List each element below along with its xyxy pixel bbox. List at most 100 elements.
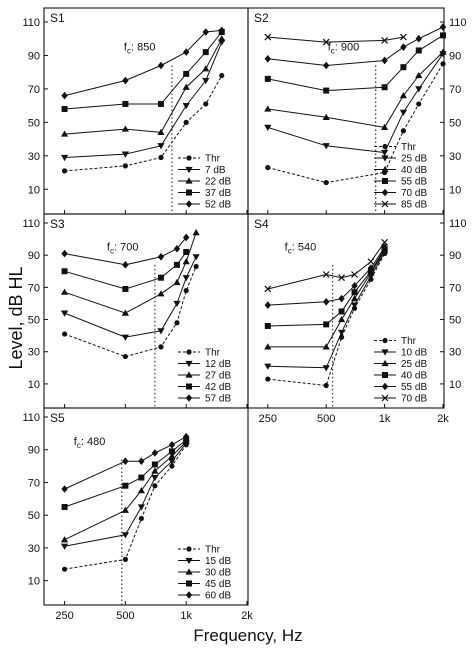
data-point <box>168 441 176 449</box>
data-point <box>323 179 329 186</box>
series-line <box>267 248 386 327</box>
data-point <box>151 474 159 482</box>
data-point <box>400 43 407 51</box>
data-point <box>193 263 199 270</box>
data-point <box>158 344 164 350</box>
data-point <box>182 258 190 265</box>
data-point <box>415 47 422 54</box>
series-line <box>64 256 197 338</box>
data-point <box>138 515 144 522</box>
legend-marker <box>381 382 389 391</box>
data-point <box>182 233 190 242</box>
y-tick-label: 110 <box>22 218 40 230</box>
legend-label: 60 dB <box>205 591 231 602</box>
series-line <box>64 75 223 172</box>
data-point <box>121 125 129 132</box>
legend-label: 70 dB <box>401 188 427 199</box>
data-point <box>323 321 330 328</box>
legend-marker <box>381 359 389 367</box>
data-point <box>157 61 165 70</box>
x-tick-label: 500 <box>116 610 134 622</box>
data-point <box>323 61 330 70</box>
x-tick-label: 250 <box>259 413 277 425</box>
x-tick-label: 1k <box>180 610 192 622</box>
panel-title: S2 <box>254 11 269 25</box>
data-point <box>381 84 388 91</box>
data-point <box>351 271 358 278</box>
y-tick-label: 30 <box>449 347 461 359</box>
y-axis-label: Level, dB HL <box>6 266 26 369</box>
data-point <box>338 308 345 315</box>
legend-marker <box>186 189 192 196</box>
data-point <box>60 130 69 137</box>
series-line <box>64 38 223 135</box>
data-point <box>151 461 158 468</box>
legend-label: 52 dB <box>205 200 231 211</box>
legend-label: 57 dB <box>205 394 231 405</box>
legend-marker <box>186 546 192 552</box>
data-point <box>121 151 129 158</box>
legend-label: 30 dB <box>205 568 231 579</box>
data-point <box>122 76 129 85</box>
data-point <box>61 566 68 572</box>
data-point <box>439 48 447 55</box>
data-point <box>202 49 209 56</box>
data-point <box>264 285 272 293</box>
data-point <box>183 119 189 125</box>
legend-label: 37 dB <box>205 188 231 199</box>
data-point <box>61 504 68 510</box>
legend-marker <box>186 580 192 587</box>
data-point <box>60 310 69 317</box>
series-12-db <box>60 254 200 341</box>
data-point <box>182 83 190 90</box>
x-tick-label: 2k <box>241 610 253 622</box>
panel-title: S3 <box>50 217 65 231</box>
data-point <box>416 101 422 107</box>
data-point <box>338 274 345 282</box>
data-point <box>322 271 330 278</box>
data-point <box>61 91 68 100</box>
legend-label: 12 dB <box>205 359 231 370</box>
series-line <box>267 253 386 387</box>
data-point <box>218 26 225 35</box>
data-point <box>61 249 68 258</box>
data-point <box>182 48 190 56</box>
legend-label: Thr <box>205 154 221 165</box>
data-point <box>192 254 200 261</box>
fc-value: 700 <box>120 241 138 253</box>
y-tick-label: 50 <box>28 117 40 129</box>
data-point <box>264 105 272 112</box>
data-point <box>415 71 423 79</box>
legend-label: 70 dB <box>401 394 427 405</box>
legend-label: Thr <box>205 545 221 556</box>
data-point <box>173 300 181 308</box>
data-point <box>173 244 181 253</box>
legend-marker <box>185 394 193 402</box>
data-point <box>399 33 407 41</box>
legend-marker <box>381 349 389 356</box>
y-tick-label: 50 <box>28 510 40 522</box>
y-tick-label: 30 <box>28 543 40 555</box>
series-line <box>64 232 197 314</box>
data-point <box>400 64 407 71</box>
series-70-db <box>264 238 389 293</box>
data-point <box>440 61 446 67</box>
fc-value: 480 <box>87 436 105 448</box>
legend-marker <box>185 568 193 575</box>
legend-label: 22 dB <box>205 177 231 188</box>
legend-label: 85 dB <box>401 200 427 211</box>
data-point <box>264 33 272 41</box>
data-point <box>60 154 69 162</box>
data-point <box>264 55 272 63</box>
data-point <box>351 281 358 290</box>
data-point <box>350 295 359 302</box>
data-point <box>168 452 176 459</box>
data-point <box>60 288 69 295</box>
legend-label: 55 dB <box>401 177 427 188</box>
series-27-db <box>60 229 200 316</box>
data-point <box>264 75 271 82</box>
